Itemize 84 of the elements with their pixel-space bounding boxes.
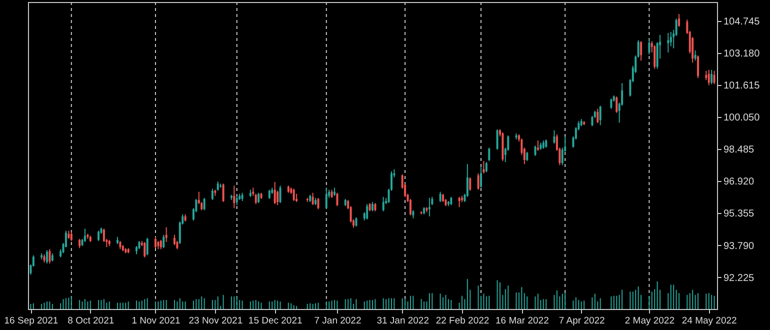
candlestick bbox=[428, 197, 430, 217]
y-tick-label: 98.485 bbox=[724, 144, 755, 156]
candlestick bbox=[292, 188, 295, 202]
candlestick bbox=[616, 96, 618, 114]
candlestick bbox=[596, 108, 599, 124]
candlestick bbox=[488, 147, 490, 162]
x-tick-label: 16 Mar 2022 bbox=[496, 316, 549, 326]
candlestick bbox=[160, 239, 162, 250]
candlestick bbox=[534, 145, 536, 156]
candlestick bbox=[694, 50, 696, 62]
candlestick bbox=[268, 189, 270, 200]
x-tick-label: 7 Jan 2022 bbox=[314, 316, 362, 326]
candlestick bbox=[409, 198, 412, 216]
candlestick bbox=[336, 192, 338, 207]
candlestick bbox=[258, 192, 260, 204]
y-tick-label: 96.920 bbox=[724, 176, 755, 188]
candlestick bbox=[610, 98, 612, 110]
y-tick-label: 104.745 bbox=[724, 16, 760, 28]
candlestick bbox=[496, 128, 498, 150]
y-tick-label: 92.225 bbox=[724, 272, 755, 284]
candlestick bbox=[526, 151, 528, 162]
x-tick-label: 7 Apr 2022 bbox=[558, 316, 605, 326]
candlestick bbox=[708, 69, 710, 86]
candlestick bbox=[146, 237, 148, 256]
x-tick-label: 15 Dec 2021 bbox=[248, 316, 302, 326]
x-tick-label: 16 Sep 2021 bbox=[4, 316, 58, 326]
candlestick bbox=[48, 248, 51, 264]
candlestick bbox=[279, 185, 282, 204]
candlestick bbox=[439, 191, 442, 203]
candlestick bbox=[648, 38, 650, 55]
candlestick bbox=[203, 197, 206, 211]
x-tick-label: 8 Oct 2021 bbox=[68, 316, 114, 326]
candlestick bbox=[591, 115, 594, 127]
candlestick bbox=[46, 250, 48, 264]
candlestick bbox=[211, 188, 214, 200]
candlestick bbox=[553, 130, 556, 144]
candlestick bbox=[458, 196, 460, 208]
candlestick bbox=[222, 183, 224, 203]
candlestick bbox=[667, 32, 670, 53]
y-tick-label: 101.615 bbox=[724, 80, 760, 92]
candlestick bbox=[536, 140, 539, 152]
candlestick bbox=[165, 226, 168, 242]
candlestick bbox=[697, 54, 700, 79]
candlestick bbox=[154, 236, 156, 249]
y-tick-label: 103.180 bbox=[724, 48, 760, 60]
candlestick bbox=[705, 70, 708, 81]
x-tick-label: 22 Feb 2022 bbox=[436, 316, 490, 326]
candlestick bbox=[355, 216, 358, 228]
candlestick bbox=[713, 70, 716, 85]
candlestick bbox=[382, 196, 384, 212]
x-tick-label: 2 May 2022 bbox=[624, 316, 675, 326]
y-tick-label: 93.790 bbox=[724, 240, 755, 252]
candlestick bbox=[372, 202, 374, 212]
candlestick bbox=[640, 40, 642, 62]
candlestick bbox=[477, 172, 480, 190]
candlestick bbox=[98, 230, 100, 242]
x-tick-label: 23 Nov 2021 bbox=[188, 316, 243, 326]
candlestick bbox=[84, 228, 86, 242]
candlestick bbox=[317, 197, 320, 210]
candlestick bbox=[216, 181, 219, 192]
candlestick bbox=[312, 192, 314, 206]
candlestick bbox=[366, 204, 368, 220]
candlestick bbox=[274, 181, 276, 205]
candlestick bbox=[173, 234, 176, 246]
candlestick bbox=[654, 44, 656, 70]
candlestick bbox=[162, 234, 165, 249]
x-tick-label: 24 May 2022 bbox=[682, 316, 737, 326]
x-tick-label: 31 Jan 2022 bbox=[376, 316, 429, 326]
candlestick bbox=[482, 160, 485, 174]
candlestick bbox=[710, 69, 713, 85]
candlestick bbox=[325, 187, 328, 210]
candlestick bbox=[599, 105, 602, 126]
candlestick bbox=[233, 185, 236, 209]
candlestick bbox=[78, 238, 81, 249]
candlestick bbox=[469, 176, 472, 192]
candlestick bbox=[144, 241, 146, 258]
y-tick-label: 100.050 bbox=[724, 112, 760, 124]
candlestick bbox=[70, 231, 72, 242]
candlestick bbox=[485, 162, 488, 173]
candlestick bbox=[480, 166, 482, 188]
candlestick bbox=[678, 14, 680, 28]
y-tick-label: 95.355 bbox=[724, 208, 755, 220]
x-tick-label: 1 Nov 2021 bbox=[132, 316, 180, 326]
candlestick bbox=[236, 195, 238, 206]
